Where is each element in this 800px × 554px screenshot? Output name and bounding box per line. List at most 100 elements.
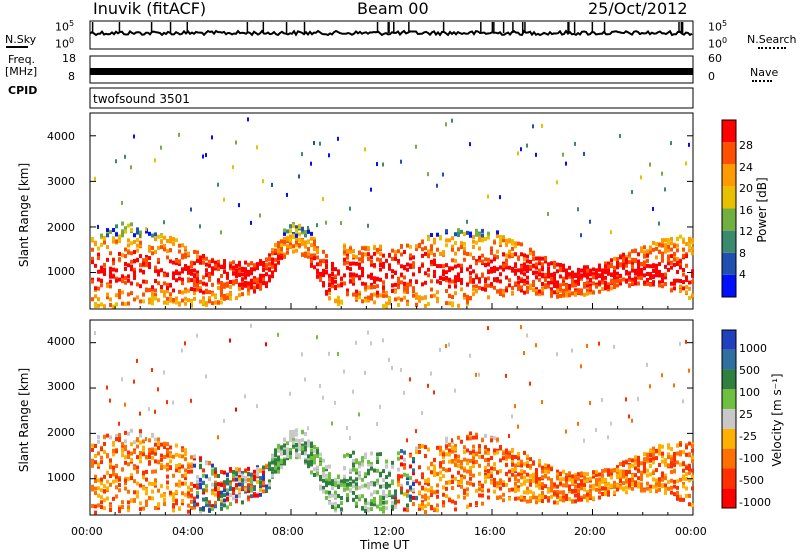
- power-echo: [220, 300, 223, 305]
- velocity-echo: [304, 431, 307, 436]
- velocity-echo: [538, 493, 541, 498]
- velocity-echo: [529, 457, 532, 462]
- power-echo: [226, 293, 229, 298]
- power-echo: [562, 276, 565, 281]
- power-echo: [148, 231, 151, 236]
- power-echo: [454, 282, 457, 287]
- velocity-echo: [403, 457, 406, 462]
- power-echo: [115, 276, 118, 281]
- power-echo: [601, 287, 604, 292]
- power-echo: [454, 279, 457, 284]
- velocity-echo: [175, 501, 178, 506]
- power-echo: [658, 221, 660, 226]
- velocity-echo: [472, 444, 475, 449]
- velocity-echo: [493, 489, 496, 494]
- power-echo: [154, 278, 157, 283]
- velocity-echo: [187, 503, 190, 508]
- velocity-echo: [208, 503, 211, 508]
- velocity-echo: [115, 478, 118, 483]
- power-echo: [202, 296, 205, 301]
- power-echo: [232, 165, 234, 170]
- velocity-cbar-tick-m25: -25: [739, 430, 757, 443]
- velocity-echo: [163, 441, 166, 446]
- velocity-echo: [541, 483, 544, 488]
- power-echo: [493, 285, 496, 290]
- power-echo: [511, 239, 514, 244]
- power-echo: [577, 274, 580, 279]
- power-echo: [514, 268, 517, 273]
- power-echo: [283, 240, 286, 245]
- power-echo: [262, 273, 265, 278]
- velocity-echo: [394, 502, 397, 507]
- power-echo: [97, 286, 100, 291]
- velocity-echo: [118, 482, 121, 487]
- velocity-echo: [277, 455, 280, 460]
- velocity-echo: [220, 502, 223, 507]
- velocity-echo: [280, 459, 283, 464]
- power-echo: [481, 238, 484, 243]
- velocity-echo: [406, 508, 409, 513]
- power-echo: [421, 253, 424, 258]
- velocity-echo: [460, 474, 463, 479]
- velocity-echo: [313, 449, 316, 454]
- velocity-echo: [442, 450, 445, 455]
- power-echo: [115, 293, 118, 298]
- velocity-echo: [94, 486, 97, 491]
- velocity-echo: [466, 458, 469, 463]
- velocity-echo: [517, 424, 519, 429]
- power-echo: [301, 241, 304, 246]
- velocity-echo: [388, 472, 391, 477]
- velocity-echo: [100, 477, 103, 482]
- velocity-echo: [523, 490, 526, 495]
- velocity-echo: [526, 460, 529, 465]
- power-echo: [151, 246, 154, 251]
- velocity-echo: [394, 499, 397, 504]
- velocity-echo: [109, 465, 112, 470]
- velocity-echo: [193, 463, 196, 468]
- power-echo: [337, 136, 339, 141]
- velocity-echo: [283, 437, 286, 442]
- power-echo: [622, 258, 625, 263]
- velocity-echo: [223, 498, 226, 503]
- velocity-echo: [682, 481, 685, 486]
- power-echo: [583, 292, 586, 297]
- velocity-colorbar-segment: [722, 389, 736, 410]
- power-ylabel: Slant Range [km]: [17, 162, 31, 268]
- velocity-echo: [547, 488, 550, 493]
- velocity-echo: [667, 455, 670, 460]
- velocity-echo: [328, 500, 331, 505]
- power-echo: [544, 277, 547, 282]
- power-echo: [94, 240, 97, 245]
- velocity-echo: [196, 475, 199, 480]
- power-echo: [469, 252, 472, 257]
- power-echo: [133, 270, 136, 275]
- velocity-echo: [280, 465, 283, 470]
- power-echo: [151, 285, 154, 290]
- velocity-echo: [268, 485, 271, 490]
- velocity-echo: [523, 470, 526, 475]
- power-echo: [364, 246, 367, 251]
- power-echo: [409, 256, 412, 261]
- velocity-echo: [115, 494, 118, 499]
- velocity-echo: [379, 501, 382, 506]
- velocity-echo: [187, 462, 190, 467]
- power-echo: [247, 281, 250, 286]
- velocity-echo: [94, 443, 97, 448]
- velocity-echo: [370, 466, 373, 471]
- velocity-echo: [106, 479, 109, 484]
- velocity-echo: [676, 443, 679, 448]
- velocity-echo: [196, 490, 199, 495]
- velocity-colorbar-frame: [721, 329, 737, 509]
- velocity-echo: [205, 474, 208, 479]
- power-echo: [619, 255, 622, 260]
- power-echo: [580, 291, 583, 296]
- power-echo: [595, 284, 598, 289]
- power-echo: [187, 251, 190, 256]
- velocity-echo: [109, 508, 112, 513]
- power-echo: [448, 238, 451, 243]
- power-echo: [295, 240, 298, 245]
- power-echo: [331, 264, 334, 269]
- velocity-echo: [166, 400, 168, 405]
- velocity-echo: [277, 443, 280, 448]
- power-echo: [616, 257, 619, 262]
